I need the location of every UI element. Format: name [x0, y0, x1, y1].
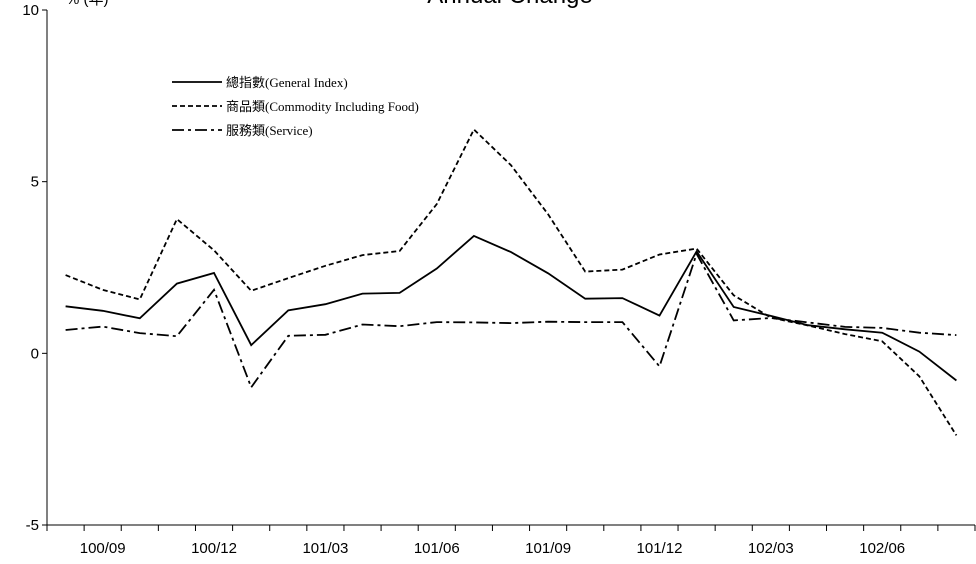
series-lines — [65, 128, 958, 436]
legend-label-1: 商品類(Commodity Including Food) — [226, 99, 419, 114]
y-tick-label: -5 — [26, 517, 39, 534]
y-unit-label: % (年) — [66, 0, 109, 8]
x-tick-label: 101/12 — [637, 540, 683, 557]
chart-title: Annual Change — [427, 0, 592, 9]
y-tick-label: 0 — [31, 345, 39, 362]
series-line-2 — [65, 251, 957, 390]
y-tick-label: 10 — [22, 2, 39, 19]
y-axis-ticks: -5 0 5 10 — [22, 2, 47, 534]
x-axis-ticks: 100/09 100/12 101/03 101/06 101/09 101/12 102/… — [46, 525, 976, 557]
x-tick-label: 102/03 — [748, 540, 794, 557]
legend-label-2: 服務類(Service) — [226, 123, 313, 138]
x-tick-label: 101/03 — [302, 540, 348, 557]
x-tick-label: 101/09 — [525, 540, 571, 557]
x-tick-label: 101/06 — [414, 540, 460, 557]
x-tick-label: 102/06 — [859, 540, 905, 557]
x-tick-label: 100/12 — [191, 540, 237, 557]
y-tick-label: 5 — [31, 174, 39, 191]
legend-label-0: 總指數(General Index) — [226, 75, 348, 90]
x-tick-label: 100/09 — [80, 540, 126, 557]
legend: 總指數(General Index) 商品類(Commodity Includin… — [172, 75, 419, 138]
axes — [46, 10, 975, 526]
series-line-1 — [65, 128, 958, 436]
